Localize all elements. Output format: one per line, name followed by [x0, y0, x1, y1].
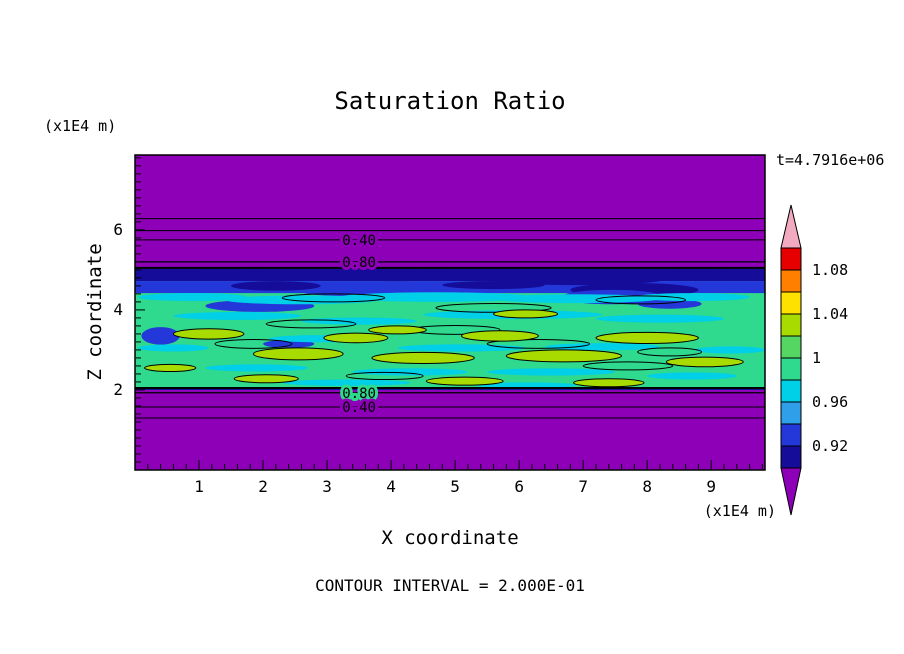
field-blob [282, 379, 411, 386]
field-blob [138, 293, 248, 302]
field-blob [233, 374, 299, 384]
field-blob [371, 351, 475, 365]
field-blob [144, 363, 197, 373]
field-blob [205, 364, 308, 372]
x-tick-label: 9 [706, 477, 716, 496]
field-blob [301, 317, 417, 325]
field-blob [141, 327, 180, 345]
field-blob [214, 339, 293, 349]
field-blob [435, 302, 552, 313]
colorbar-segment [780, 313, 802, 337]
field-blob [173, 311, 302, 320]
field-blob [637, 347, 703, 357]
x-tick-label: 4 [386, 477, 396, 496]
field-blob [231, 281, 321, 291]
colorbar-label: 1.04 [812, 305, 848, 323]
colorbar-label: 0.92 [812, 437, 848, 455]
field-blob [487, 368, 616, 376]
field-blob [368, 325, 427, 335]
field-blob [637, 299, 702, 309]
x-tick-label: 1 [194, 477, 204, 496]
y-tick-label: 6 [113, 220, 123, 239]
colorbar-segment [780, 291, 802, 315]
field-blob [252, 347, 344, 361]
field-blob [595, 295, 687, 305]
contour-label: 0.40 [342, 400, 376, 416]
contour-field: 0.400.800.800.40 [135, 155, 765, 470]
field-blob [505, 349, 623, 363]
field-blob [320, 270, 475, 282]
colorbar-segment [780, 335, 802, 359]
field-blob [573, 378, 645, 388]
field-blob [442, 281, 545, 290]
field-blob [397, 344, 526, 352]
y-tick-label: 2 [113, 380, 123, 399]
field-blob [323, 332, 389, 344]
field-blob [595, 314, 725, 323]
colorbar-label: 1 [812, 349, 821, 367]
colorbar-label: 1.08 [812, 261, 848, 279]
axis-ticks [136, 157, 763, 469]
colorbar-segment [780, 269, 802, 293]
chart-title: Saturation Ratio [334, 87, 566, 115]
timestamp-label: t=4.7916e+06 [776, 151, 885, 169]
field-blob [486, 339, 591, 349]
colorbar-segment [780, 379, 802, 403]
field-blob [595, 331, 699, 345]
field-blob [665, 356, 744, 368]
field-blob [265, 319, 357, 329]
field-blob [695, 346, 765, 354]
colorbar-segment [780, 445, 802, 469]
plot-frame [134, 154, 766, 471]
x-axis-title: X coordinate [381, 527, 519, 549]
field-blob [634, 293, 750, 302]
contour-interval-label: CONTOUR INTERVAL = 2.000E-01 [315, 576, 585, 595]
x-tick-label: 7 [578, 477, 588, 496]
field-blob [660, 269, 750, 280]
field-blob [172, 328, 245, 340]
field-blob [352, 368, 468, 376]
y-axis-unit-label: (x1E4 m) [44, 117, 117, 135]
contour-label: 0.80 [342, 255, 376, 271]
field-blob [544, 343, 660, 351]
x-tick-label: 3 [322, 477, 332, 496]
colorbar-segment [780, 247, 802, 271]
field-blob [647, 372, 737, 380]
colorbar-bottom-arrow [780, 467, 802, 516]
contour-label: 0.80 [342, 386, 376, 402]
field-blob [487, 272, 667, 286]
colorbar: 1.08 1.04 1 0.96 0.92 [780, 204, 848, 516]
x-axis-unit-label: (x1E4 m) [703, 502, 776, 520]
colorbar-segment [780, 401, 802, 425]
x-tick-label: 2 [258, 477, 268, 496]
field-blob [345, 371, 424, 381]
x-tick-label: 5 [450, 477, 460, 496]
field-blob [425, 376, 504, 386]
y-tick-label: 4 [113, 300, 123, 319]
field-blob [160, 269, 276, 281]
colorbar-top-arrow [780, 204, 802, 249]
field-blob [493, 309, 559, 319]
field-blob [339, 292, 532, 302]
x-tick-label: 6 [514, 477, 524, 496]
field-blob [474, 382, 577, 388]
colorbar-segment [780, 423, 802, 447]
colorbar-label: 0.96 [812, 393, 848, 411]
x-tick-label: 8 [642, 477, 652, 496]
field-blob [281, 293, 386, 303]
contour-label: 0.40 [342, 233, 376, 249]
colorbar-segment [780, 357, 802, 381]
field-blob [582, 361, 674, 371]
field-blob [138, 344, 209, 352]
field-blob [461, 330, 539, 342]
